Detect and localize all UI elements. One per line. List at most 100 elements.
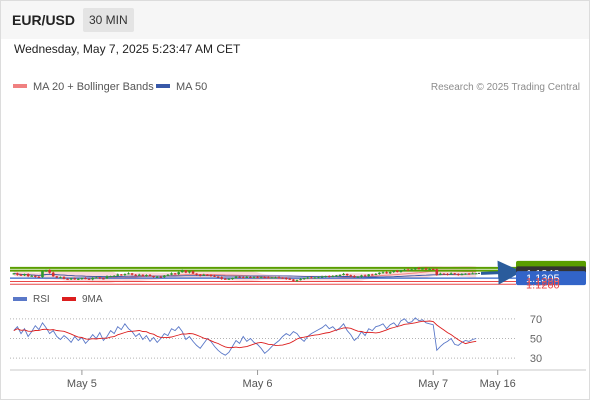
timestamp: Wednesday, May 7, 2025 5:23:47 AM CET: [14, 42, 241, 56]
candle-body: [439, 273, 442, 275]
candle-body: [392, 270, 396, 272]
candle-body: [367, 274, 370, 277]
rsi-tick-30: 30: [530, 353, 542, 365]
candle-body: [116, 274, 120, 276]
time-label-3: May 16: [480, 378, 516, 390]
candle-body: [449, 273, 453, 275]
candle-body: [55, 276, 59, 278]
candle-body: [152, 276, 155, 278]
candle-body: [370, 274, 374, 276]
candle-body: [385, 272, 388, 274]
candle-body: [16, 273, 19, 275]
candle-body: [442, 273, 446, 275]
candle-body: [84, 278, 87, 280]
rsi-line: [13, 317, 477, 356]
candle-body: [252, 277, 256, 279]
candle-body: [403, 269, 406, 271]
legend-swatch-1: [156, 84, 170, 88]
candle-body: [69, 278, 73, 280]
candle-body: [460, 274, 464, 276]
candle-body: [44, 269, 48, 272]
candle-body: [19, 274, 23, 276]
candle-body: [331, 276, 335, 278]
candle-body: [109, 276, 112, 278]
candle-body: [105, 276, 109, 279]
candle-body: [456, 274, 460, 276]
rsi-legend-label-0: RSI: [33, 294, 50, 305]
candle-body: [474, 273, 478, 275]
candle-body: [48, 269, 51, 273]
candle-body: [288, 278, 292, 280]
candle-body: [148, 274, 152, 277]
candle-body: [310, 277, 313, 279]
time-label-1: May 6: [243, 378, 273, 390]
candle-body: [406, 269, 410, 271]
time-label-2: May 7: [418, 378, 448, 390]
candle-body: [410, 269, 413, 271]
candle-body: [59, 277, 62, 279]
candle-body: [94, 277, 98, 279]
candle-body: [137, 274, 141, 276]
candle-body: [130, 273, 134, 275]
forecast-arrow: [480, 260, 522, 285]
rsi-legend-swatch-0: [13, 297, 27, 301]
candle-body: [77, 278, 80, 280]
candle-body: [320, 276, 324, 278]
candle-body: [360, 275, 363, 277]
rsi-legend-label-1: 9MA: [82, 294, 103, 305]
candle-body: [467, 273, 471, 275]
interval-button[interactable]: 30 MIN: [83, 8, 134, 32]
candle-body: [91, 277, 94, 280]
candle-body: [374, 274, 378, 276]
candle-body: [299, 279, 302, 281]
candle-body: [202, 274, 206, 276]
candles: [12, 267, 478, 282]
candle-body: [263, 277, 267, 279]
candle-body: [123, 274, 127, 276]
candle-body: [399, 270, 403, 272]
candle-body: [424, 268, 428, 270]
candle-body: [349, 275, 353, 277]
ma50-line: [13, 272, 477, 278]
candle-body: [213, 275, 216, 277]
candle-body: [112, 275, 116, 277]
time-label-0: May 5: [67, 378, 97, 390]
candle-body: [98, 277, 102, 279]
candle-body: [464, 273, 467, 275]
candle-body: [12, 273, 16, 275]
candle-body: [173, 273, 177, 275]
candle-body: [141, 274, 145, 276]
candle-body: [238, 276, 241, 278]
level-label-1.1280: 1.1280: [526, 277, 560, 289]
candle-body: [327, 276, 331, 278]
candle-body: [413, 268, 417, 270]
candle-body: [198, 274, 202, 276]
candle-body: [23, 274, 26, 276]
candle-body: [317, 277, 320, 279]
candle-body: [26, 274, 30, 277]
level-label-1.1260: 1.1260: [526, 279, 560, 291]
candle-body: [87, 278, 91, 280]
candle-body: [388, 271, 392, 274]
candle-body: [306, 277, 310, 279]
candle-body: [30, 275, 34, 277]
candle-body: [292, 279, 295, 281]
candle-body: [191, 271, 195, 274]
candle-body: [195, 273, 198, 275]
candle-body: [155, 276, 159, 278]
legend-label-0: MA 20 + Bollinger Bands: [33, 81, 154, 93]
candle-body: [234, 276, 238, 279]
candle-body: [428, 268, 431, 270]
rsi-9ma-line: [13, 320, 477, 349]
candle-body: [220, 277, 223, 279]
candle-body: [313, 277, 317, 279]
candle-body: [295, 280, 299, 282]
candle-body: [127, 273, 130, 275]
candle-body: [227, 278, 231, 280]
candle-body: [134, 274, 137, 276]
candle-body: [274, 277, 277, 279]
candle-body: [284, 277, 288, 279]
candle-body: [216, 276, 220, 278]
